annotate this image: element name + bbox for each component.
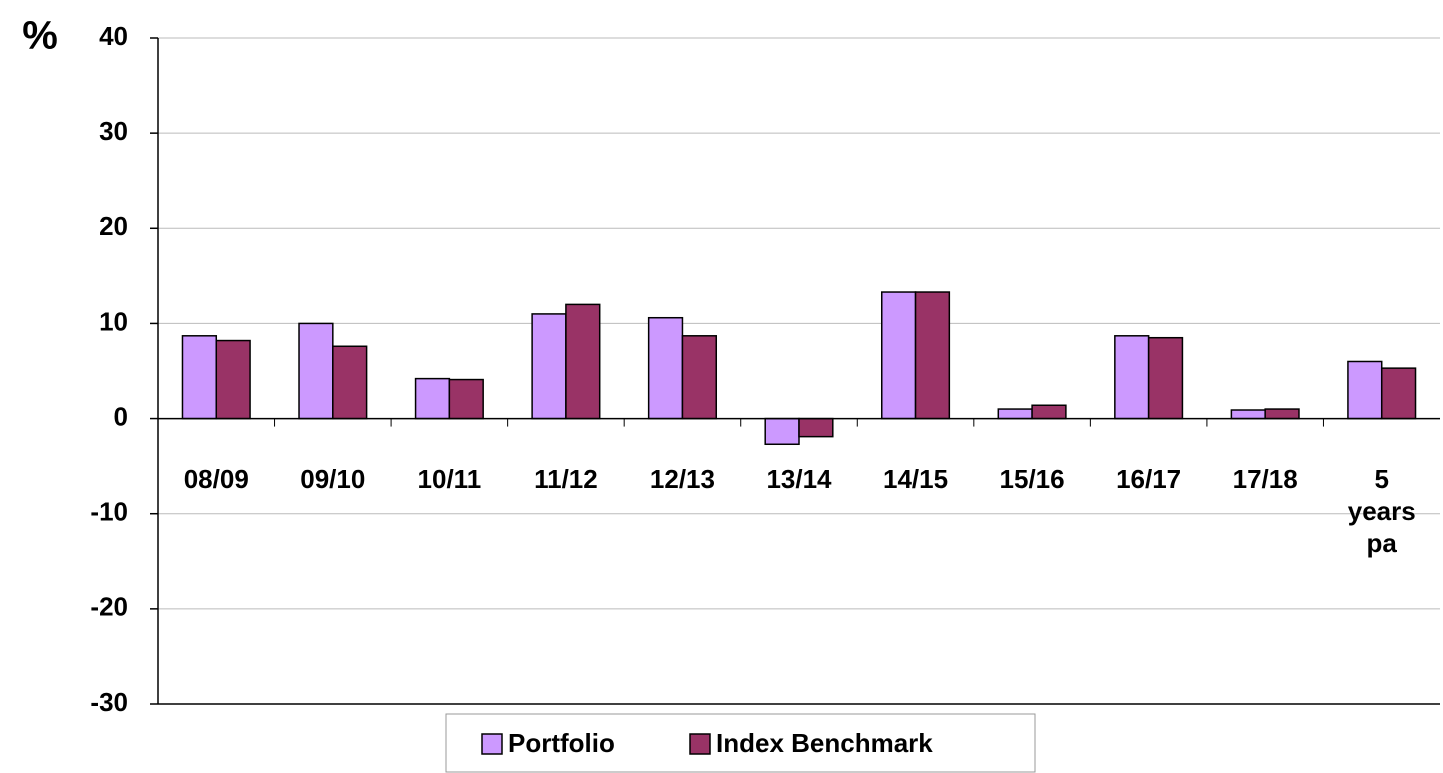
bar: [914, 291, 951, 420]
y-tick-label: 10: [99, 306, 128, 336]
x-tick-label: 17/18: [1232, 463, 1298, 494]
x-tick-label: 14/15: [882, 463, 949, 494]
bar: [997, 408, 1033, 420]
y-tick-label: -10: [90, 497, 128, 527]
bar: [531, 313, 567, 420]
bar: [298, 322, 334, 420]
legend-label: Portfolio: [508, 728, 615, 758]
legend-swatch: [689, 733, 711, 755]
bar: [448, 378, 484, 420]
x-tick-label: 5 years pa: [1347, 463, 1416, 558]
bar: [1114, 335, 1150, 420]
x-tick-label: 12/13: [649, 463, 715, 494]
bar: [764, 417, 800, 446]
bar: [798, 417, 834, 438]
x-tick-label: 10/11: [417, 463, 482, 494]
bar: [1380, 367, 1417, 420]
legend-swatch: [481, 733, 503, 755]
x-tick-label: 13/14: [766, 463, 832, 494]
bar: [1031, 404, 1067, 420]
legend-label: Index Benchmark: [716, 728, 933, 758]
bar: [647, 316, 684, 420]
y-tick-label: 30: [99, 116, 128, 146]
bar: [181, 335, 218, 420]
y-tick-label: 20: [99, 211, 128, 241]
x-tick-label: 09/10: [300, 463, 366, 494]
legend-box: [445, 713, 1036, 773]
bar: [1230, 409, 1266, 420]
x-tick-label: 16/17: [1116, 463, 1182, 494]
y-tick-label: -20: [90, 592, 128, 622]
bar: [565, 303, 601, 420]
x-tick-label: 15/16: [999, 463, 1065, 494]
bar: [414, 377, 451, 420]
y-tick-label: 0: [114, 401, 128, 431]
x-tick-label: 11/12: [534, 463, 598, 494]
bar: [215, 339, 251, 420]
bar: [1147, 336, 1184, 420]
y-tick-label: 40: [99, 21, 128, 51]
bar: [1264, 408, 1300, 420]
y-tick-label: -30: [90, 687, 128, 717]
bar: [332, 345, 368, 420]
bar: [880, 291, 917, 420]
bar: [681, 335, 718, 420]
bar: [1347, 360, 1383, 420]
x-tick-label: 08/09: [183, 463, 249, 494]
y-axis-label: %: [22, 14, 58, 58]
